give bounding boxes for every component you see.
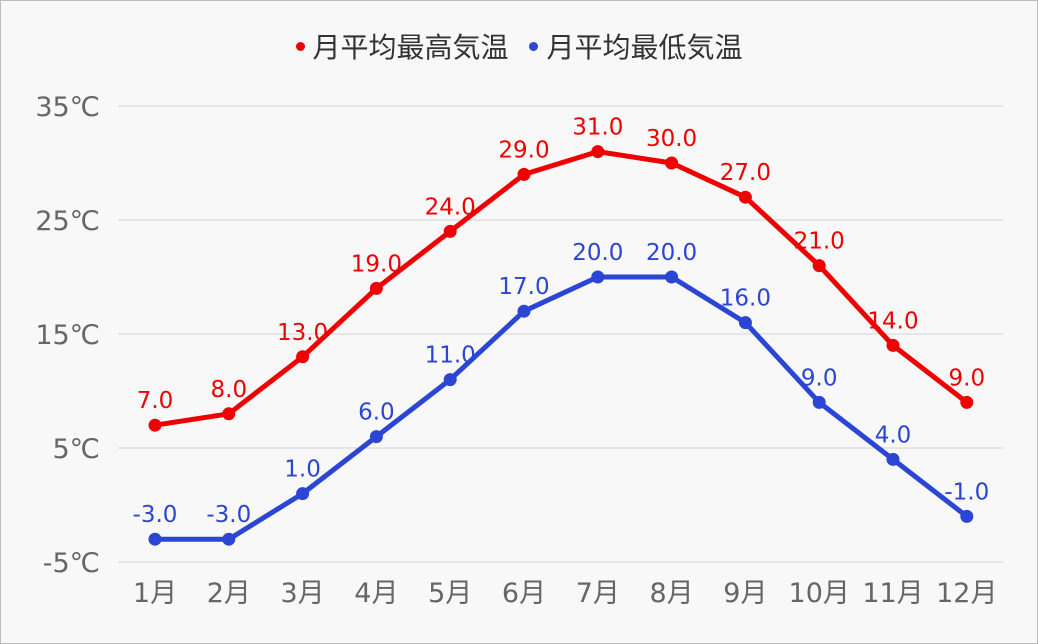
legend-marker-min bbox=[529, 41, 539, 51]
legend-item-min: 月平均最低気温 bbox=[529, 26, 742, 66]
y-tick-label: 15℃ bbox=[35, 320, 100, 351]
data-point bbox=[960, 509, 974, 523]
data-label: 8.0 bbox=[211, 377, 248, 403]
data-point bbox=[886, 338, 900, 352]
x-tick-label: 12月 bbox=[936, 578, 997, 609]
data-point bbox=[517, 304, 531, 318]
data-point bbox=[665, 156, 679, 170]
data-point bbox=[665, 270, 679, 284]
x-tick-label: 7月 bbox=[576, 578, 620, 609]
data-point bbox=[886, 452, 900, 466]
data-point bbox=[296, 350, 310, 364]
x-tick-label: 8月 bbox=[650, 578, 694, 609]
x-tick-label: 9月 bbox=[723, 578, 767, 609]
data-label: 4.0 bbox=[875, 422, 912, 448]
data-label: 21.0 bbox=[794, 229, 845, 255]
data-label: 9.0 bbox=[801, 365, 838, 391]
data-label: 31.0 bbox=[572, 115, 623, 141]
data-point bbox=[738, 190, 752, 204]
chart-legend: 月平均最高気温 月平均最低気温 bbox=[0, 26, 1038, 66]
y-tick-label: 25℃ bbox=[35, 206, 100, 237]
data-label: 24.0 bbox=[425, 194, 476, 220]
legend-label-min: 月平均最低気温 bbox=[546, 31, 743, 64]
data-label: 19.0 bbox=[351, 251, 402, 277]
x-tick-label: 11月 bbox=[862, 578, 923, 609]
data-point bbox=[812, 395, 826, 409]
x-tick-label: 3月 bbox=[281, 578, 325, 609]
x-tick-label: 1月 bbox=[133, 578, 177, 609]
data-point bbox=[148, 418, 162, 432]
data-label: 20.0 bbox=[646, 240, 697, 266]
series-line-1 bbox=[152, 149, 970, 428]
y-tick-label: -5℃ bbox=[43, 548, 100, 579]
data-label: 9.0 bbox=[949, 365, 986, 391]
data-point bbox=[517, 167, 531, 181]
legend-label-max: 月平均最高気温 bbox=[312, 31, 509, 64]
x-tick-label: 5月 bbox=[428, 578, 472, 609]
data-point bbox=[443, 224, 457, 238]
data-point bbox=[369, 430, 383, 444]
data-label: 13.0 bbox=[277, 320, 328, 346]
data-point bbox=[960, 395, 974, 409]
series-line-2 bbox=[152, 274, 970, 542]
data-point bbox=[812, 259, 826, 273]
data-label: 17.0 bbox=[498, 274, 549, 300]
data-point bbox=[296, 487, 310, 501]
data-label: 20.0 bbox=[572, 240, 623, 266]
x-tick-label: 2月 bbox=[207, 578, 251, 609]
data-point bbox=[591, 270, 605, 284]
data-point bbox=[222, 532, 236, 546]
data-label: 6.0 bbox=[358, 400, 395, 426]
y-tick-label: 35℃ bbox=[35, 92, 100, 123]
data-label: 29.0 bbox=[498, 137, 549, 163]
x-tick-label: 4月 bbox=[354, 578, 398, 609]
data-point bbox=[591, 145, 605, 159]
data-label: 16.0 bbox=[720, 286, 771, 312]
y-tick-label: 5℃ bbox=[52, 434, 100, 465]
data-label: -1.0 bbox=[944, 479, 989, 505]
data-point bbox=[369, 281, 383, 295]
data-label: 14.0 bbox=[867, 308, 918, 334]
legend-marker-max bbox=[295, 41, 305, 51]
data-point bbox=[222, 407, 236, 421]
data-point bbox=[738, 316, 752, 330]
x-tick-label: 10月 bbox=[789, 578, 850, 609]
data-label: 27.0 bbox=[720, 160, 771, 186]
legend-item-max: 月平均最高気温 bbox=[295, 26, 509, 66]
data-point bbox=[148, 532, 162, 546]
data-label: 11.0 bbox=[425, 343, 476, 369]
data-label: 7.0 bbox=[137, 388, 174, 414]
data-point bbox=[443, 373, 457, 387]
data-label: 30.0 bbox=[646, 126, 697, 152]
data-label: -3.0 bbox=[133, 502, 178, 528]
data-label: 1.0 bbox=[284, 457, 321, 483]
data-label: -3.0 bbox=[206, 502, 251, 528]
x-tick-label: 6月 bbox=[502, 578, 546, 609]
